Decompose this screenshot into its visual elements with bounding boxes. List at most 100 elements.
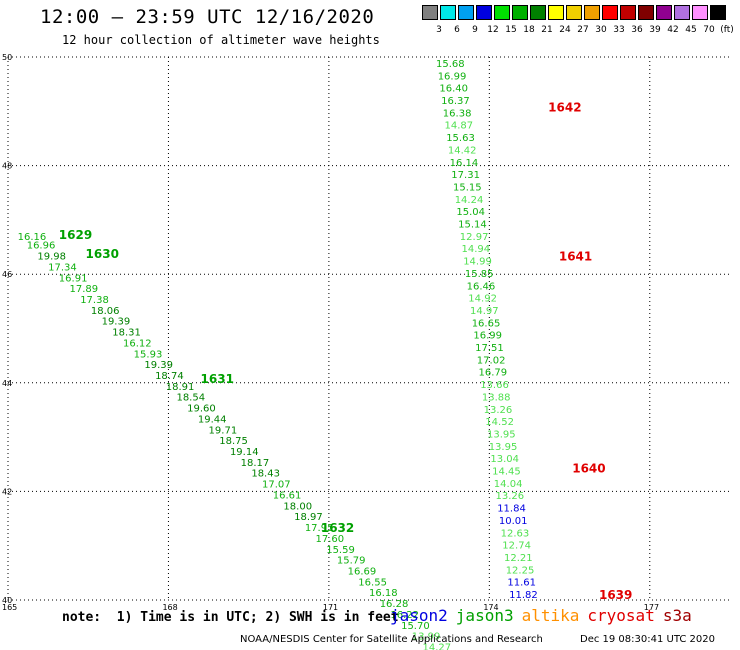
swh-value-label: 18.74 — [155, 371, 184, 382]
swh-value-label: 15.59 — [326, 545, 355, 556]
swh-value-label: 15.14 — [458, 220, 487, 231]
satellite-legend-entry: s3a — [662, 606, 692, 625]
swh-value-label: 17.38 — [80, 295, 109, 306]
legend-label: 3 — [436, 25, 442, 35]
swh-value-label: 16.16 — [18, 232, 47, 243]
legend-swatch — [422, 5, 438, 20]
legend-label: 6 — [454, 25, 460, 35]
swh-value-label: 19.39 — [102, 317, 131, 328]
swh-value-label: 12.63 — [501, 528, 530, 539]
swh-value-label: 19.14 — [230, 447, 259, 458]
swh-value-label: 13.26 — [496, 491, 525, 502]
footnote: note: 1) Time is in UTC; 2) SWH is in fe… — [62, 610, 399, 625]
y-tick-label: 48 — [2, 162, 12, 171]
swh-value-label: 13.26 — [484, 405, 513, 416]
swh-value-label: 16.38 — [443, 108, 472, 119]
page-title: 12:00 – 23:59 UTC 12/16/2020 — [40, 6, 375, 28]
legend-label: 27 — [577, 25, 589, 35]
swh-value-label: 15.85 — [465, 269, 494, 280]
swh-value-label: 12.74 — [502, 541, 531, 552]
swh-value-label: 17.34 — [48, 262, 77, 273]
legend-label: 18 — [523, 25, 535, 35]
legend-swatch — [530, 5, 546, 20]
pass-number-label: 1631 — [201, 372, 234, 386]
swh-value-label: 18.06 — [91, 306, 120, 317]
swh-value-label: 17.31 — [451, 170, 480, 181]
legend-label: 70 — [703, 25, 715, 35]
swh-value-label: 18.54 — [176, 393, 205, 404]
swh-value-label: 19.60 — [187, 404, 216, 415]
swh-value-label: 17.95 — [305, 523, 334, 534]
swh-value-label: 17.51 — [475, 343, 504, 354]
swh-value-label: 14.99 — [463, 257, 492, 268]
swh-value-label: 18.91 — [166, 382, 195, 393]
legend-swatch — [566, 5, 582, 20]
swh-value-label: 14.87 — [445, 121, 474, 132]
swh-value-label: 15.04 — [456, 207, 485, 218]
x-tick-label: 168 — [162, 603, 177, 612]
swh-value-label: 15.79 — [337, 556, 366, 567]
legend-swatch — [692, 5, 708, 20]
swh-value-label: 16.46 — [467, 281, 496, 292]
swh-value-label: 13.99 — [412, 632, 441, 643]
swh-value-label: 18.75 — [219, 436, 248, 447]
legend-swatch — [674, 5, 690, 20]
legend-swatch — [476, 5, 492, 20]
swh-value-label: 13.66 — [480, 380, 509, 391]
legend-label: 33 — [613, 25, 625, 35]
swh-value-label: 19.39 — [144, 360, 173, 371]
swh-value-label: 17.60 — [316, 534, 345, 545]
pass-number-label: 1630 — [86, 247, 119, 261]
legend-swatch — [710, 5, 726, 20]
y-tick-label: 44 — [2, 379, 12, 388]
swh-value-label: 16.22 — [390, 610, 419, 621]
legend-label: 39 — [649, 25, 661, 35]
swh-value-label: 13.04 — [490, 454, 519, 465]
satellite-legend-entry: cryosat — [587, 606, 655, 625]
swh-value-label: 16.69 — [348, 566, 377, 577]
page-subtitle: 12 hour collection of altimeter wave hei… — [62, 33, 380, 47]
swh-value-label: 16.28 — [380, 599, 409, 610]
swh-value-label: 19.98 — [37, 252, 66, 263]
swh-value-label: 16.91 — [59, 273, 88, 284]
swh-value-label: 17.02 — [477, 355, 506, 366]
x-tick-label: 171 — [323, 603, 338, 612]
y-tick-label: 46 — [2, 270, 12, 279]
legend-unit: (ft) — [720, 25, 734, 35]
swh-value-label: 19.71 — [209, 425, 238, 436]
swh-value-label: 14.04 — [494, 479, 523, 490]
satellite-legend-entry: jason2 — [390, 606, 448, 625]
legend-label: 36 — [631, 25, 643, 35]
swh-value-label: 18.97 — [294, 512, 323, 523]
swh-value-label: 15.70 — [401, 621, 430, 632]
legend-label: 12 — [487, 25, 499, 35]
legend-label: 24 — [559, 25, 571, 35]
swh-value-label: 11.84 — [497, 504, 526, 515]
legend-swatch — [656, 5, 672, 20]
legend-label: 21 — [541, 25, 553, 35]
pass-number-label: 1642 — [548, 100, 581, 114]
swh-value-label: 16.99 — [473, 331, 502, 342]
swh-value-label: 16.18 — [369, 588, 398, 599]
y-tick-label: 40 — [2, 596, 12, 605]
swh-value-label: 16.37 — [441, 96, 470, 107]
pass-number-label: 1629 — [59, 228, 92, 242]
satellite-legend-entry: jason3 — [455, 606, 514, 625]
y-tick-label: 50 — [2, 53, 12, 62]
legend-label: 9 — [472, 25, 478, 35]
swh-value-label: 16.61 — [273, 490, 302, 501]
legend-swatch — [584, 5, 600, 20]
swh-value-label: 13.95 — [489, 442, 518, 453]
swh-value-label: 14.94 — [462, 244, 491, 255]
legend-swatch — [458, 5, 474, 20]
swh-value-label: 18.43 — [251, 469, 280, 480]
swh-value-label: 16.79 — [479, 368, 508, 379]
legend-swatch — [548, 5, 564, 20]
legend-label: 15 — [505, 25, 517, 35]
legend-swatch — [638, 5, 654, 20]
x-tick-label: 177 — [644, 603, 659, 612]
swh-value-label: 18.17 — [241, 458, 270, 469]
swh-value-label: 17.07 — [262, 480, 291, 491]
generated-timestamp: Dec 19 08:30:41 UTC 2020 — [580, 634, 715, 645]
swh-value-label: 14.42 — [448, 145, 477, 156]
